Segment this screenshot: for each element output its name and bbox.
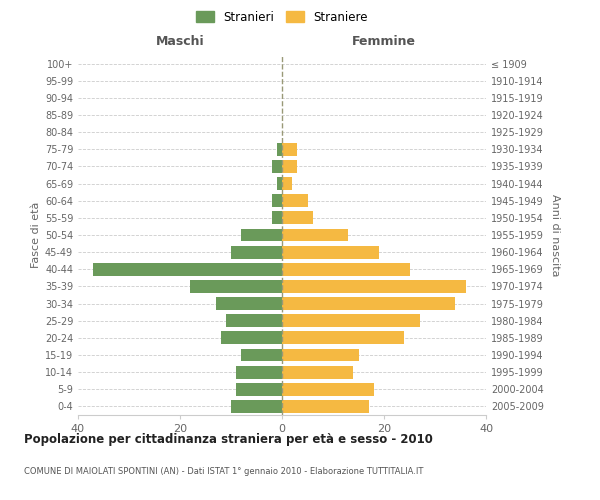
Bar: [282, 400, 369, 413]
Bar: [282, 177, 292, 190]
Bar: [226, 314, 282, 327]
Text: COMUNE DI MAIOLATI SPONTINI (AN) - Dati ISTAT 1° gennaio 2010 - Elaborazione TUT: COMUNE DI MAIOLATI SPONTINI (AN) - Dati …: [24, 468, 424, 476]
Bar: [216, 297, 282, 310]
Bar: [221, 332, 282, 344]
Bar: [282, 194, 308, 207]
Bar: [236, 366, 282, 378]
Bar: [282, 383, 374, 396]
Bar: [282, 263, 410, 276]
Bar: [277, 177, 282, 190]
Bar: [282, 348, 359, 362]
Bar: [282, 314, 420, 327]
Bar: [272, 160, 282, 173]
Bar: [231, 246, 282, 258]
Bar: [282, 228, 349, 241]
Bar: [236, 383, 282, 396]
Bar: [282, 143, 298, 156]
Bar: [282, 332, 404, 344]
Bar: [277, 143, 282, 156]
Bar: [282, 297, 455, 310]
Text: Maschi: Maschi: [155, 35, 205, 48]
Bar: [241, 228, 282, 241]
Y-axis label: Anni di nascita: Anni di nascita: [550, 194, 560, 276]
Bar: [272, 194, 282, 207]
Bar: [241, 348, 282, 362]
Text: Popolazione per cittadinanza straniera per età e sesso - 2010: Popolazione per cittadinanza straniera p…: [24, 432, 433, 446]
Bar: [282, 212, 313, 224]
Text: Femmine: Femmine: [352, 35, 416, 48]
Y-axis label: Fasce di età: Fasce di età: [31, 202, 41, 268]
Bar: [94, 263, 282, 276]
Bar: [282, 246, 379, 258]
Bar: [282, 280, 466, 293]
Legend: Stranieri, Straniere: Stranieri, Straniere: [191, 6, 373, 28]
Bar: [231, 400, 282, 413]
Bar: [272, 212, 282, 224]
Bar: [282, 366, 353, 378]
Bar: [190, 280, 282, 293]
Bar: [282, 160, 298, 173]
